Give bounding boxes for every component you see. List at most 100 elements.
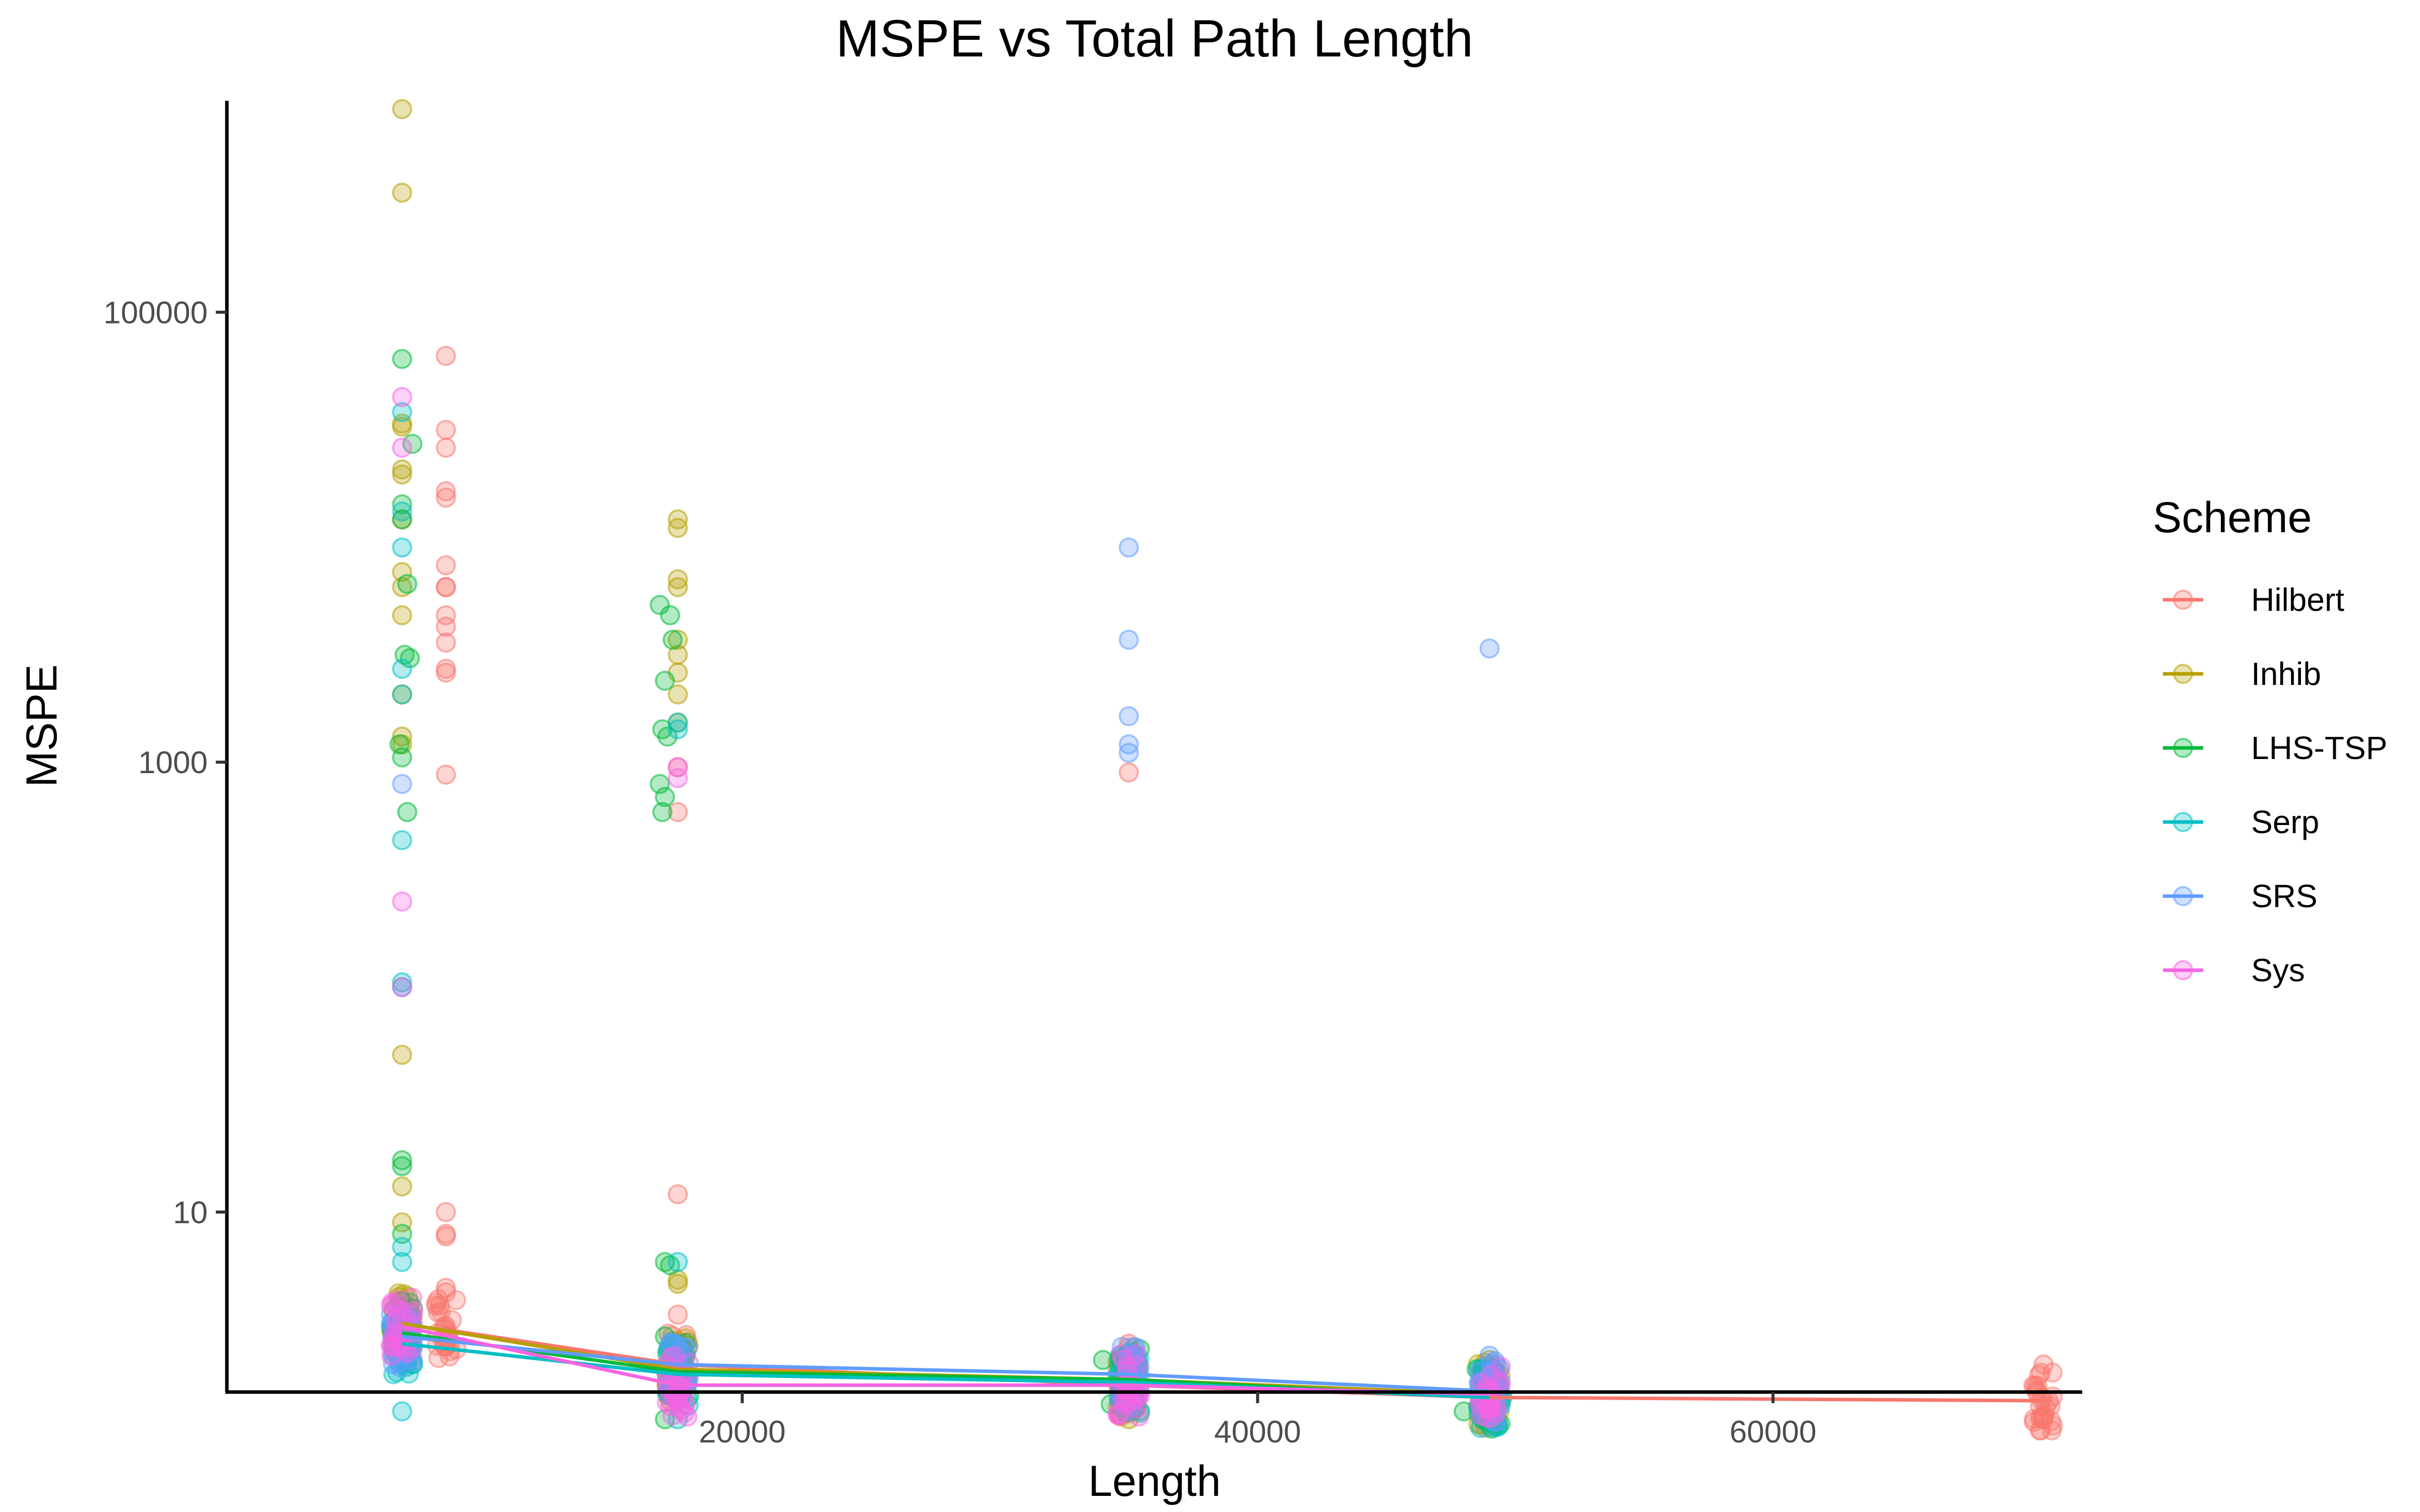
data-point <box>436 662 456 683</box>
series-points-srs <box>380 537 1511 1432</box>
data-point <box>436 1226 456 1247</box>
series-points-sys <box>380 387 1511 1428</box>
data-point <box>668 569 688 590</box>
legend-label: Sys <box>2251 952 2305 988</box>
x-axis-ticks: 20000 40000 60000 <box>699 1392 1817 1450</box>
y-tick-label: 100000 <box>103 296 208 331</box>
data-point <box>392 416 412 437</box>
data-point <box>392 509 412 530</box>
data-point <box>668 768 688 788</box>
data-point <box>436 633 456 653</box>
data-point <box>1479 1398 1499 1418</box>
data-point <box>1111 1344 1131 1365</box>
data-point <box>392 659 412 679</box>
data-point <box>652 802 673 823</box>
legend-marker <box>2173 664 2193 684</box>
data-point <box>668 757 688 778</box>
data-point <box>399 648 420 668</box>
data-point <box>660 605 681 625</box>
data-point <box>657 726 678 747</box>
data-point <box>436 577 456 597</box>
legend-marker <box>2173 738 2193 758</box>
data-point <box>662 1405 683 1426</box>
data-point <box>1118 742 1139 763</box>
data-point <box>436 487 456 508</box>
data-point <box>668 518 688 538</box>
legend-label: Inhib <box>2251 656 2321 692</box>
data-point <box>2024 1409 2044 1429</box>
legend-label: SRS <box>2251 878 2318 914</box>
data-point <box>392 1401 412 1422</box>
data-point <box>392 1176 412 1197</box>
data-point <box>668 1184 688 1205</box>
legend-label: LHS-TSP <box>2251 730 2387 766</box>
x-tick-label: 20000 <box>699 1415 785 1450</box>
data-point <box>668 1274 688 1294</box>
legend-marker <box>2173 960 2193 980</box>
data-point <box>392 182 412 203</box>
data-point <box>392 1237 412 1257</box>
data-point <box>402 433 422 454</box>
data-point <box>392 459 412 480</box>
series-line-sys <box>401 1325 1490 1396</box>
data-point <box>392 1156 412 1176</box>
y-axis-title: MSPE <box>18 664 66 787</box>
data-point <box>392 1150 412 1171</box>
data-point <box>385 1330 405 1351</box>
legend: Scheme Hilbert Inhib LHS-TSP Serp SRS Sys <box>2153 493 2387 988</box>
data-point <box>430 1295 450 1316</box>
legend-marker <box>2173 886 2193 906</box>
data-point <box>392 464 412 485</box>
y-tick-label: 10 <box>173 1195 208 1230</box>
data-point <box>392 501 412 522</box>
chart-title: MSPE vs Total Path Length <box>836 10 1473 68</box>
data-point <box>392 437 412 458</box>
data-point <box>392 537 412 558</box>
series-points-lhs-tsp <box>381 349 1512 1439</box>
data-point <box>397 802 417 823</box>
data-point <box>436 555 456 576</box>
data-point <box>392 684 412 705</box>
data-point <box>1491 1356 1511 1377</box>
data-point <box>392 977 412 997</box>
data-point <box>1118 629 1139 650</box>
legend-marker <box>2173 590 2193 610</box>
data-point <box>668 684 688 705</box>
data-point <box>392 1251 412 1272</box>
legend-item-sys: Sys <box>2163 952 2305 988</box>
data-point <box>1118 762 1139 783</box>
data-point <box>1479 638 1500 659</box>
lines-layer <box>401 1321 2044 1403</box>
data-point <box>1118 537 1139 558</box>
legend-item-serp: Serp <box>2163 804 2319 840</box>
data-point <box>436 419 456 440</box>
data-point <box>392 972 412 993</box>
legend-item-lhs-tsp: LHS-TSP <box>2163 730 2387 766</box>
data-point <box>1126 1344 1146 1365</box>
data-point <box>668 629 688 650</box>
x-tick-label: 60000 <box>1729 1415 1816 1450</box>
data-point <box>436 481 456 501</box>
data-point <box>392 387 412 407</box>
legend-marker <box>2173 812 2193 832</box>
data-point <box>392 891 412 912</box>
legend-title: Scheme <box>2153 493 2312 542</box>
legend-item-hilbert: Hilbert <box>2163 582 2344 618</box>
legend-item-inhib: Inhib <box>2163 656 2321 692</box>
data-point <box>668 1304 688 1325</box>
data-point <box>392 1044 412 1065</box>
data-point <box>668 802 688 823</box>
data-point <box>668 719 688 740</box>
data-point <box>392 747 412 768</box>
data-point <box>392 830 412 851</box>
data-point <box>392 402 412 422</box>
data-point <box>392 349 412 369</box>
series-points-inhib <box>381 99 1510 1435</box>
data-point <box>392 562 412 583</box>
data-point <box>1093 1350 1113 1370</box>
data-point <box>668 712 688 733</box>
series-line-lhs-tsp <box>402 1331 1490 1400</box>
data-point <box>392 605 412 625</box>
data-point <box>2030 1362 2051 1383</box>
